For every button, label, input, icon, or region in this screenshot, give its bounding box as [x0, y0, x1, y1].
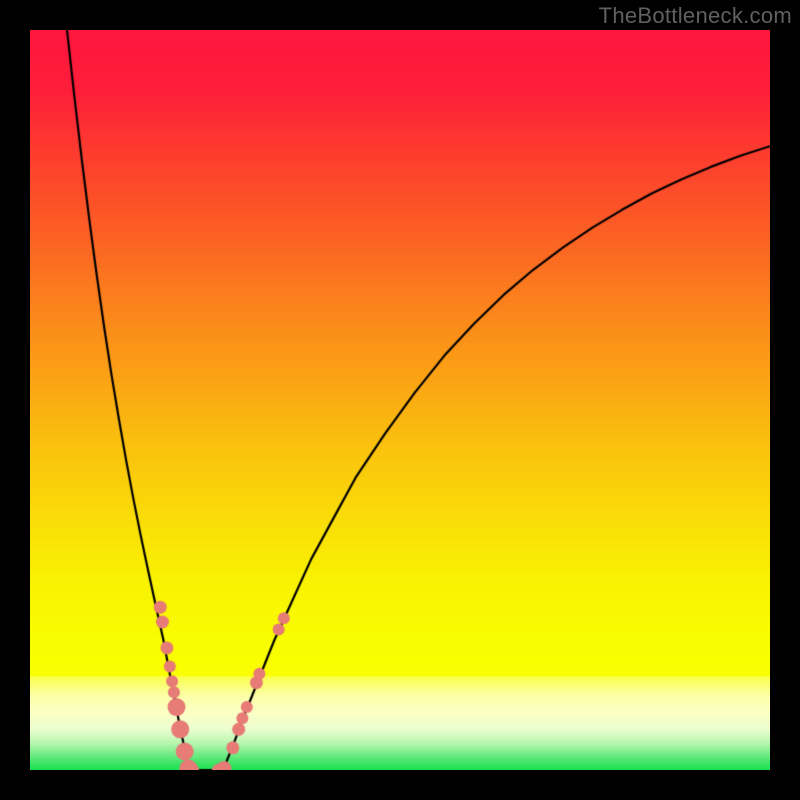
plot-frame — [30, 30, 770, 770]
watermark-label: TheBottleneck.com — [599, 3, 792, 29]
plot-area — [30, 30, 770, 770]
plot-canvas — [30, 30, 770, 770]
